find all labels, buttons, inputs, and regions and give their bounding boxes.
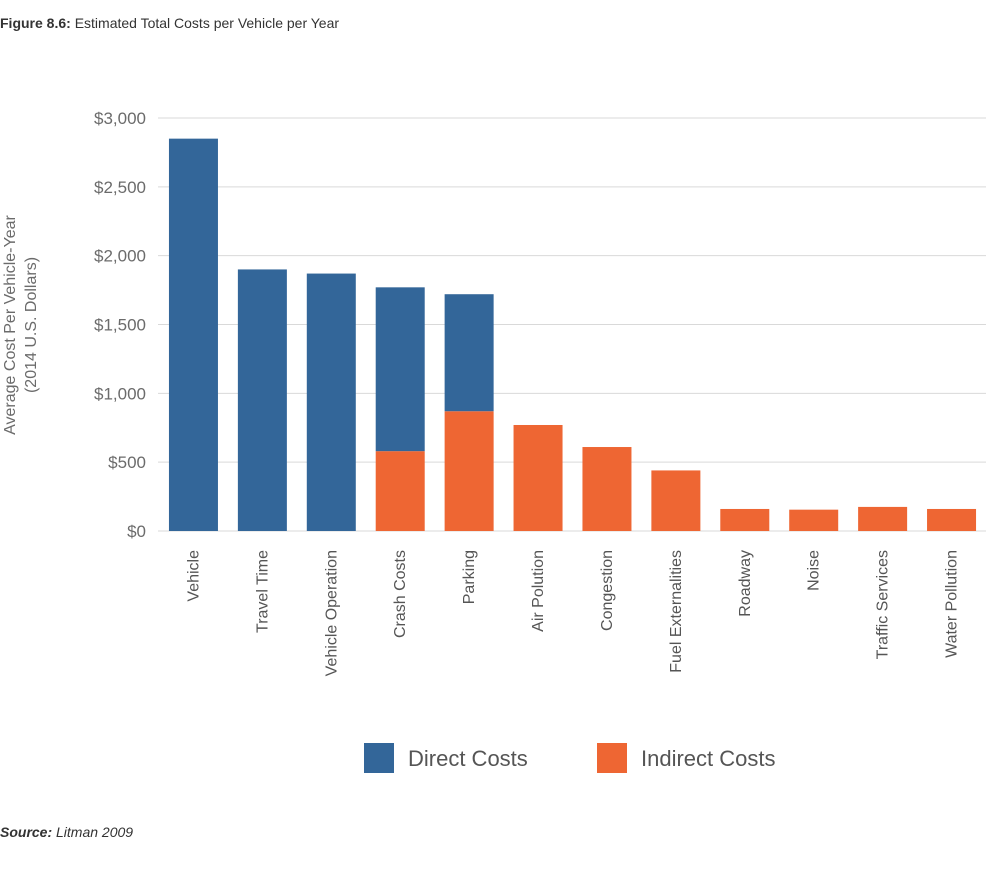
y-tick-label: $0 [127,522,146,541]
y-axis-label-line-1: Average Cost Per Vehicle-Year [2,214,19,434]
x-tick-label: Travel Time [254,550,271,633]
y-tick-label: $3,000 [94,109,146,128]
bar-indirect [789,509,839,531]
figure-title: Figure 8.6: Estimated Total Costs per Ve… [0,15,339,31]
bar-indirect [651,470,701,531]
x-tick-label: Traffic Services [875,550,892,659]
legend-label-indirect: Indirect Costs [641,746,776,771]
source-note: Source: Litman 2009 [0,824,133,840]
bar-direct [168,138,218,531]
legend-label-direct: Direct Costs [408,746,528,771]
bar-indirect [927,508,977,531]
x-axis-ticks: Vehicle Travel Time Vehicle Operation Crash… [185,550,960,676]
x-tick-label: Fuel Externalities [668,550,685,673]
bar-indirect [720,508,770,531]
source-text: Litman 2009 [56,824,134,840]
x-tick-label: Vehicle Operation [323,550,340,676]
bar-indirect [858,506,908,531]
x-tick-label: Vehicle [185,550,202,602]
figure-label: Figure 8.6: [0,15,71,31]
bar-direct [306,273,356,531]
legend-swatch-indirect [597,743,627,773]
y-axis-label-line-2: (2014 U.S. Dollars) [23,257,40,393]
bar-indirect [513,424,563,531]
bar-direct [444,294,494,412]
bar-direct [375,287,425,452]
legend-swatch-direct [364,743,394,773]
y-tick-label: $500 [108,453,146,472]
y-axis-ticks: $0 $500 $1,000 $1,500 $2,000 $2,500 $3,000 [94,109,146,541]
bar-indirect [375,451,425,531]
x-tick-label: Roadway [737,550,754,617]
figure-title-text: Estimated Total Costs per Vehicle per Ye… [74,15,340,31]
source-label: Source: [0,824,53,840]
x-tick-label: Noise [806,550,823,591]
bar-indirect [444,411,494,531]
y-tick-label: $1,000 [94,384,146,403]
x-tick-label: Parking [461,550,478,604]
legend: Direct Costs Indirect Costs [364,743,776,773]
gridlines [158,117,986,532]
x-tick-label: Crash Costs [392,550,409,638]
y-tick-label: $2,000 [94,247,146,266]
y-tick-label: $2,500 [94,178,146,197]
x-tick-label: Air Polution [530,550,547,632]
y-tick-label: $1,500 [94,316,146,335]
x-tick-label: Congestion [599,550,616,631]
y-axis-label: Average Cost Per Vehicle-Year (2014 U.S.… [2,214,40,434]
bars [168,138,977,531]
bar-direct [237,269,287,531]
x-tick-label: Water Pollution [944,550,961,658]
bar-indirect [582,447,632,531]
